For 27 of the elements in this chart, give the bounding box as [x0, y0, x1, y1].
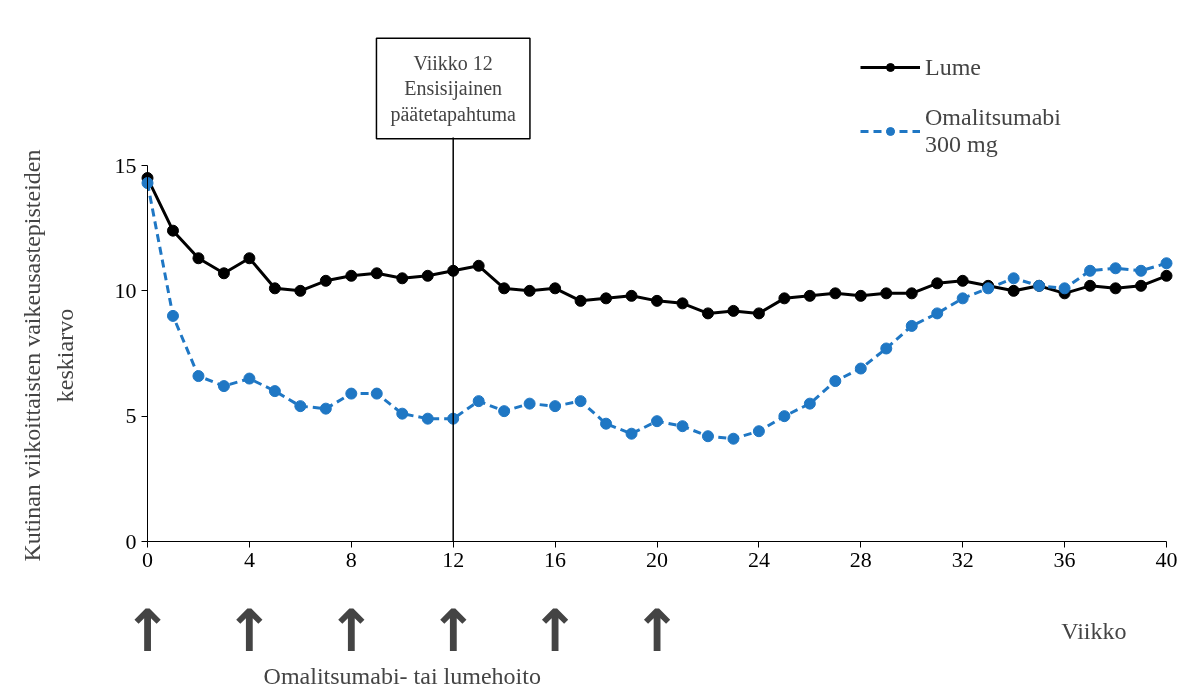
y-tick-label: 5	[125, 403, 137, 429]
x-tick-label: 36	[1053, 546, 1076, 572]
text: ↑	[530, 596, 580, 665]
x-tick-label: 32	[951, 546, 974, 572]
y-tick-label: 15	[114, 152, 137, 178]
x-tick-label: 12	[442, 546, 465, 572]
ref-line-label: Viikko 12 Ensisijainen päätetapahtuma	[390, 52, 517, 126]
x-tick-label: 40	[1155, 546, 1178, 572]
y-axis-title: Kutinan viikoittaisten vaikeusastepisteiden keskiarvo	[18, 149, 79, 562]
text: ↑	[123, 596, 172, 665]
text: ↑	[225, 596, 274, 665]
legend-label: Omalitsumabi 300 mg	[925, 104, 1061, 158]
text: ↑	[327, 596, 376, 665]
y-tick-label: 10	[114, 277, 137, 303]
x-tick-label: 0	[142, 546, 153, 572]
x-tick-label: 24	[747, 546, 770, 572]
legend-label: Lume	[925, 52, 981, 82]
x-tick-label: 20	[646, 546, 668, 572]
x-tick-label: 8	[345, 546, 357, 572]
text: Omalitsumabi- tai lumehoito	[263, 662, 541, 689]
x-tick-label: 4	[243, 546, 255, 572]
x-tick-label: 16	[544, 546, 567, 572]
x-axis-title: Viikko	[1061, 617, 1127, 644]
text: ↑	[428, 596, 478, 665]
x-tick-label: 28	[849, 546, 872, 572]
text: ↑	[632, 596, 682, 665]
y-tick-label: 0	[125, 528, 137, 554]
